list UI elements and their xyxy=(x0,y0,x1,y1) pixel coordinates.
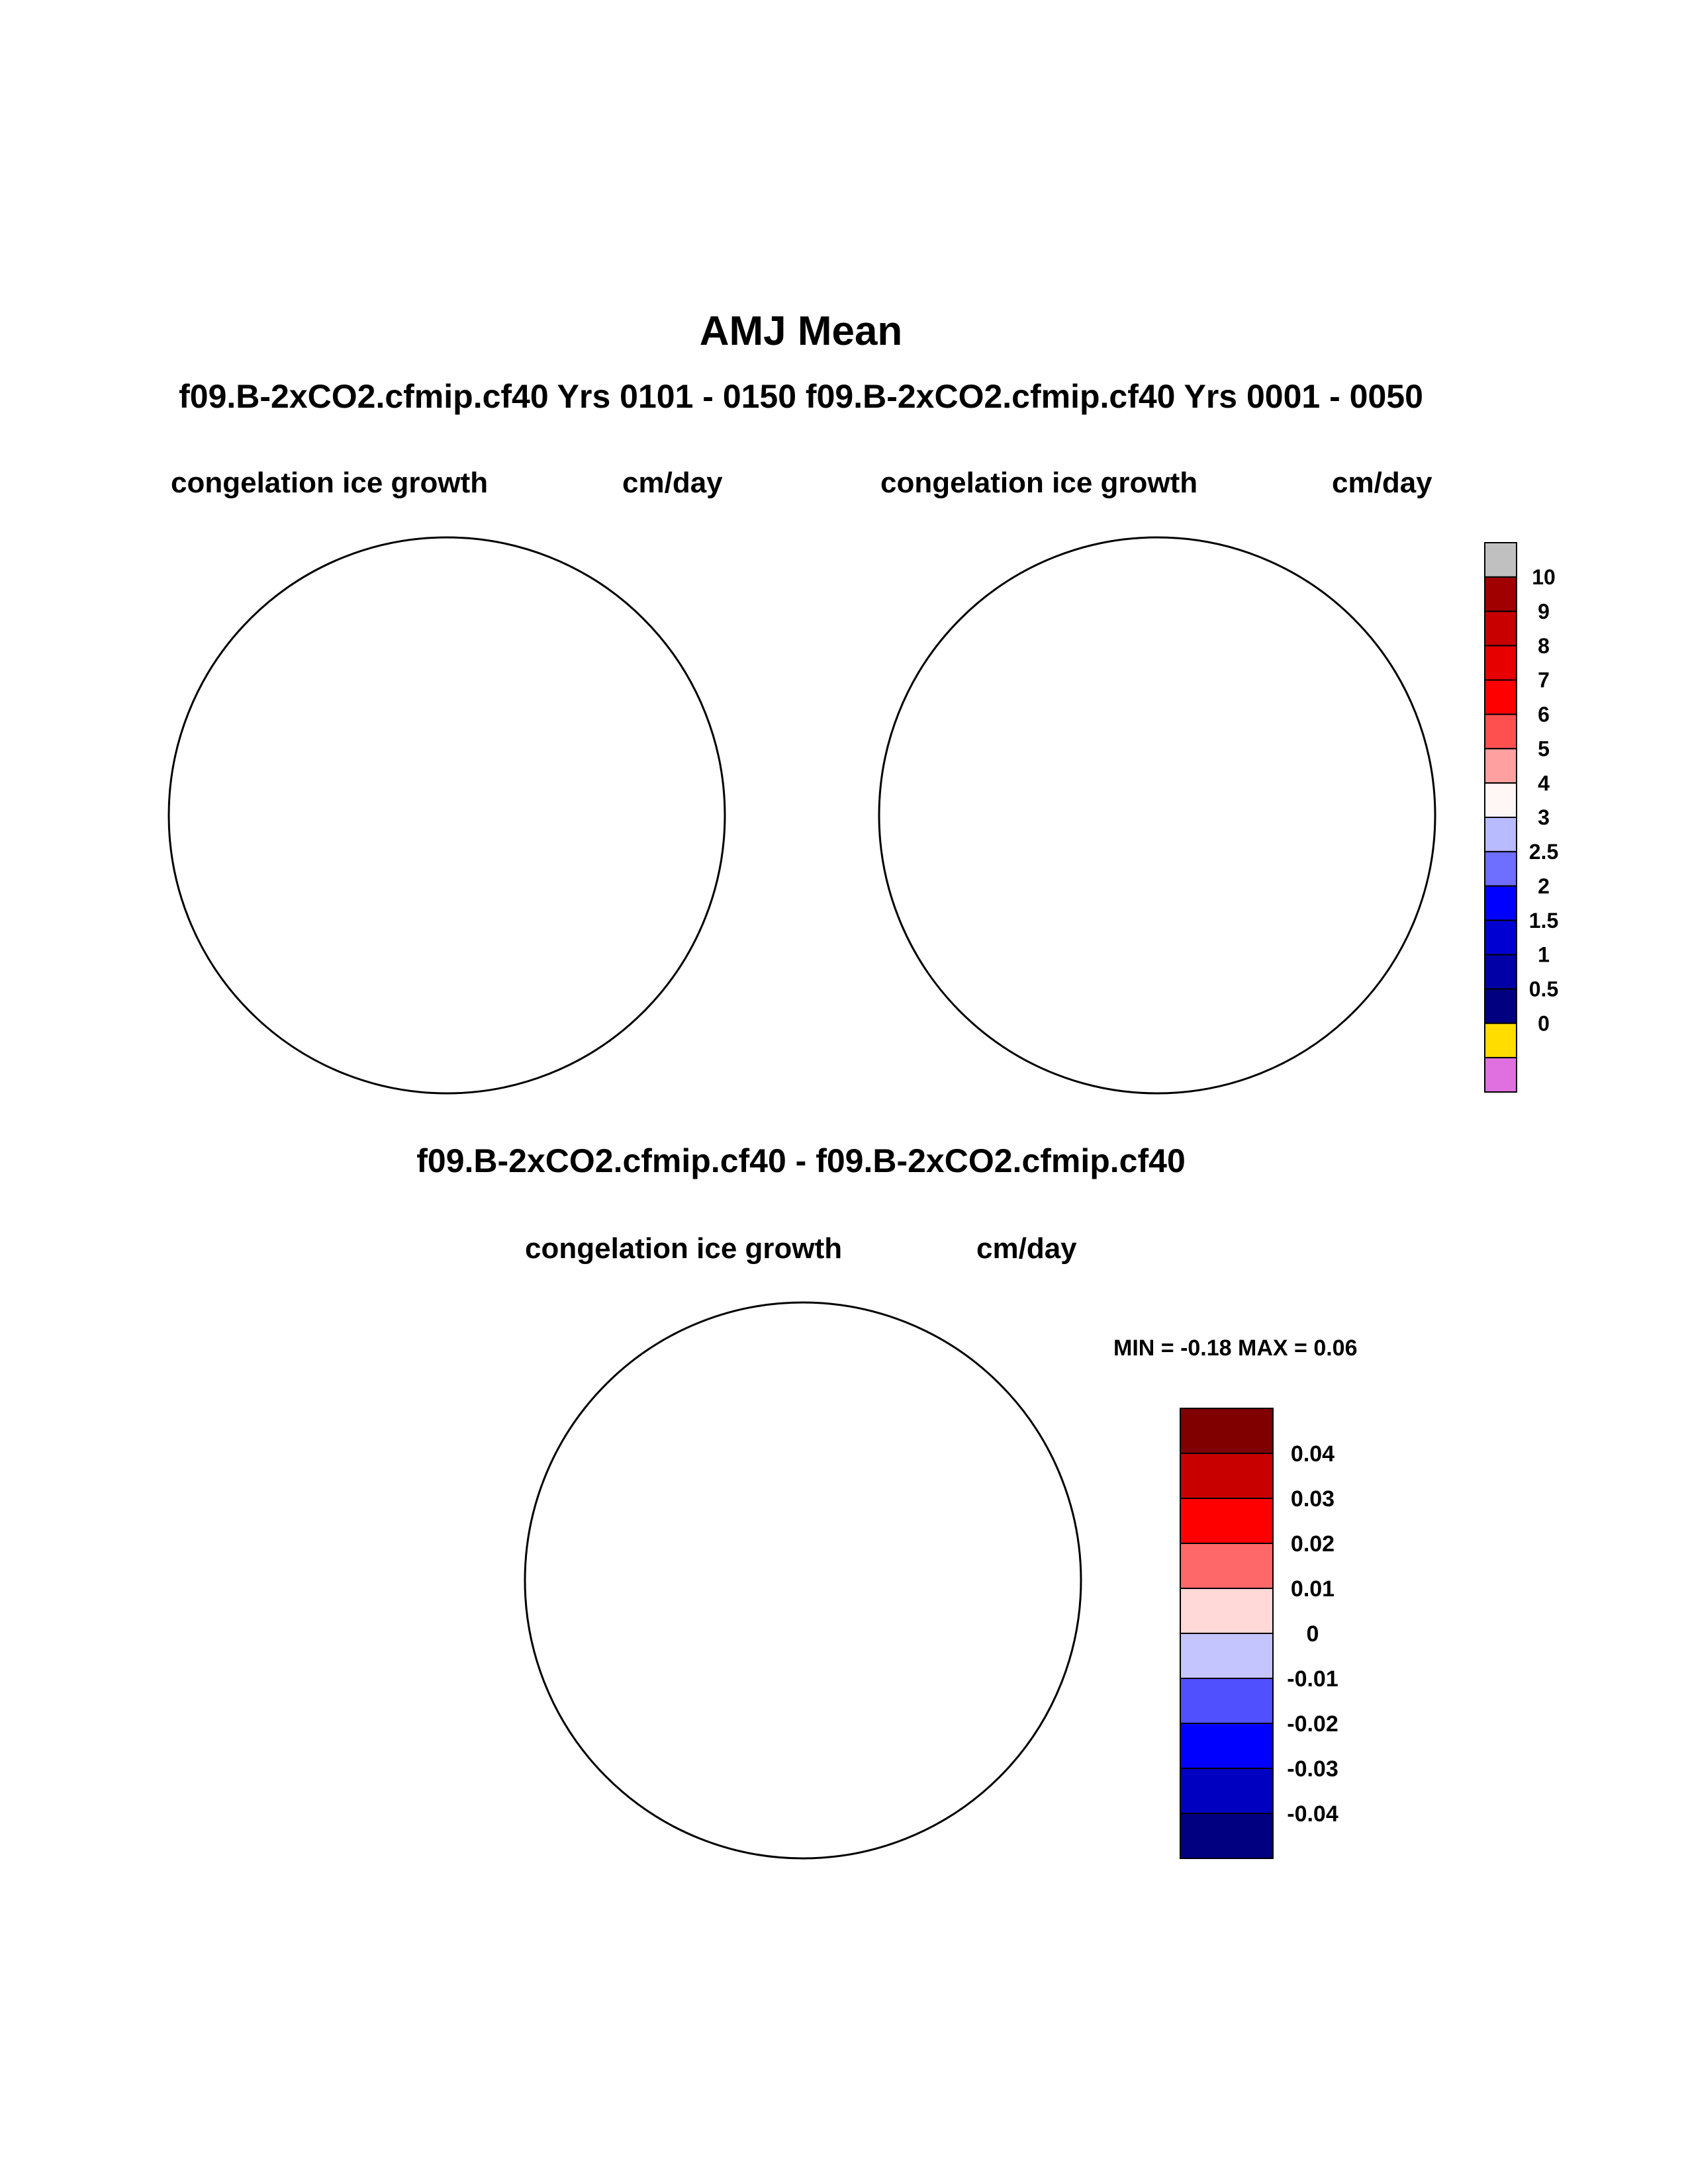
difference-variable: congelation ice growth xyxy=(525,1232,843,1265)
colorbar-top-swatch-15 xyxy=(1484,1057,1517,1093)
colorbar-diff-swatch-3 xyxy=(1180,1543,1274,1589)
colorbar-top-label-3: 7 xyxy=(1538,668,1550,692)
colorbar-top-label-6: 4 xyxy=(1538,771,1550,795)
colorbar-top-label-12: 0.5 xyxy=(1529,978,1558,1001)
colorbar-diff-swatch-9 xyxy=(1180,1813,1274,1859)
map-panel-2 xyxy=(878,536,1436,1095)
colorbar-diff-swatch-6 xyxy=(1180,1678,1274,1724)
colorbar-top-label-0: 10 xyxy=(1532,565,1556,589)
colorbar-top-label-11: 1 xyxy=(1538,943,1550,967)
colorbar-diff-swatch-0 xyxy=(1180,1408,1274,1454)
map-difference xyxy=(524,1301,1082,1860)
difference-units: cm/day xyxy=(976,1232,1077,1265)
colorbar-top-label-9: 2 xyxy=(1538,874,1550,898)
ice-growth-region-1 xyxy=(226,684,553,943)
colorbar-diff-label-3: 0.01 xyxy=(1291,1576,1335,1602)
colorbar-top-label-4: 6 xyxy=(1538,703,1550,727)
colorbar-diff-swatch-8 xyxy=(1180,1768,1274,1814)
colorbar-diff-swatch-7 xyxy=(1180,1723,1274,1769)
colorbar-top-label-1: 9 xyxy=(1538,600,1550,623)
colorbar-top-swatch-3 xyxy=(1484,645,1517,681)
colorbar-diff-label-8: -0.04 xyxy=(1287,1801,1338,1827)
colorbar-diff-label-6: -0.02 xyxy=(1287,1711,1338,1737)
difference-title: f09.B-2xCO2.cfmip.cf40 - f09.B-2xCO2.cfm… xyxy=(416,1142,1186,1179)
colorbar-top: 10 9 8 7 6 5 4 3 2.5 2 1.5 1 0.5 0 xyxy=(1484,542,1558,1093)
figure-title: AMJ Mean xyxy=(699,308,903,354)
colorbar-top-swatch-13 xyxy=(1484,988,1517,1024)
figure-subtitle: f09.B-2xCO2.cfmip.cf40 Yrs 0101 - 0150 f… xyxy=(179,378,1423,415)
colorbar-top-swatch-6 xyxy=(1484,748,1517,784)
colorbar-top-label-5: 5 xyxy=(1538,737,1550,760)
panel-2-units: cm/day xyxy=(1332,467,1432,499)
colorbar-diff-label-2: 0.02 xyxy=(1291,1531,1335,1557)
colorbar-top-label-8: 2.5 xyxy=(1529,840,1558,864)
colorbar-diff-swatch-5 xyxy=(1180,1633,1274,1679)
colorbar-top-swatch-12 xyxy=(1484,954,1517,990)
map-panel-1 xyxy=(167,536,726,1095)
colorbar-top-label-2: 8 xyxy=(1538,634,1550,658)
colorbar-top-label-10: 1.5 xyxy=(1529,909,1558,933)
panel-1-units: cm/day xyxy=(622,467,723,499)
colorbar-top-swatch-14 xyxy=(1484,1023,1517,1059)
colorbar-diff-swatch-1 xyxy=(1180,1453,1274,1499)
panel-1-variable: congelation ice growth xyxy=(171,467,489,499)
colorbar-top-swatch-7 xyxy=(1484,782,1517,818)
ice-growth-region-2 xyxy=(937,678,1252,949)
colorbar-diff-label-1: 0.03 xyxy=(1291,1486,1335,1512)
colorbar-diff-label-5: -0.01 xyxy=(1287,1666,1338,1692)
colorbar-top-swatch-2 xyxy=(1484,610,1517,647)
colorbar-diff-swatch-2 xyxy=(1180,1498,1274,1544)
ice-growth-difference-region xyxy=(624,1477,878,1690)
colorbar-top-swatch-9 xyxy=(1484,850,1517,887)
difference-minmax: MIN = -0.18 MAX = 0.06 xyxy=(1113,1336,1358,1361)
colorbar-diff-swatch-4 xyxy=(1180,1588,1274,1634)
colorbar-top-swatch-4 xyxy=(1484,679,1517,715)
colorbar-diff-label-4: 0 xyxy=(1307,1621,1319,1647)
colorbar-top-label-13: 0 xyxy=(1538,1011,1550,1035)
colorbar-difference: 0.04 0.03 0.02 0.01 0 -0.01 -0.02 -0.03 -0.04 xyxy=(1180,1408,1338,1859)
colorbar-top-swatch-0 xyxy=(1484,542,1517,578)
colorbar-top-swatch-10 xyxy=(1484,885,1517,921)
panel-2-variable: congelation ice growth xyxy=(880,467,1198,499)
colorbar-diff-label-0: 0.04 xyxy=(1291,1441,1335,1467)
colorbar-diff-label-7: -0.03 xyxy=(1287,1756,1338,1782)
colorbar-top-swatch-5 xyxy=(1484,713,1517,750)
colorbar-top-swatch-11 xyxy=(1484,919,1517,956)
colorbar-top-swatch-1 xyxy=(1484,576,1517,612)
colorbar-top-label-7: 3 xyxy=(1538,805,1550,829)
colorbar-top-swatch-8 xyxy=(1484,817,1517,852)
